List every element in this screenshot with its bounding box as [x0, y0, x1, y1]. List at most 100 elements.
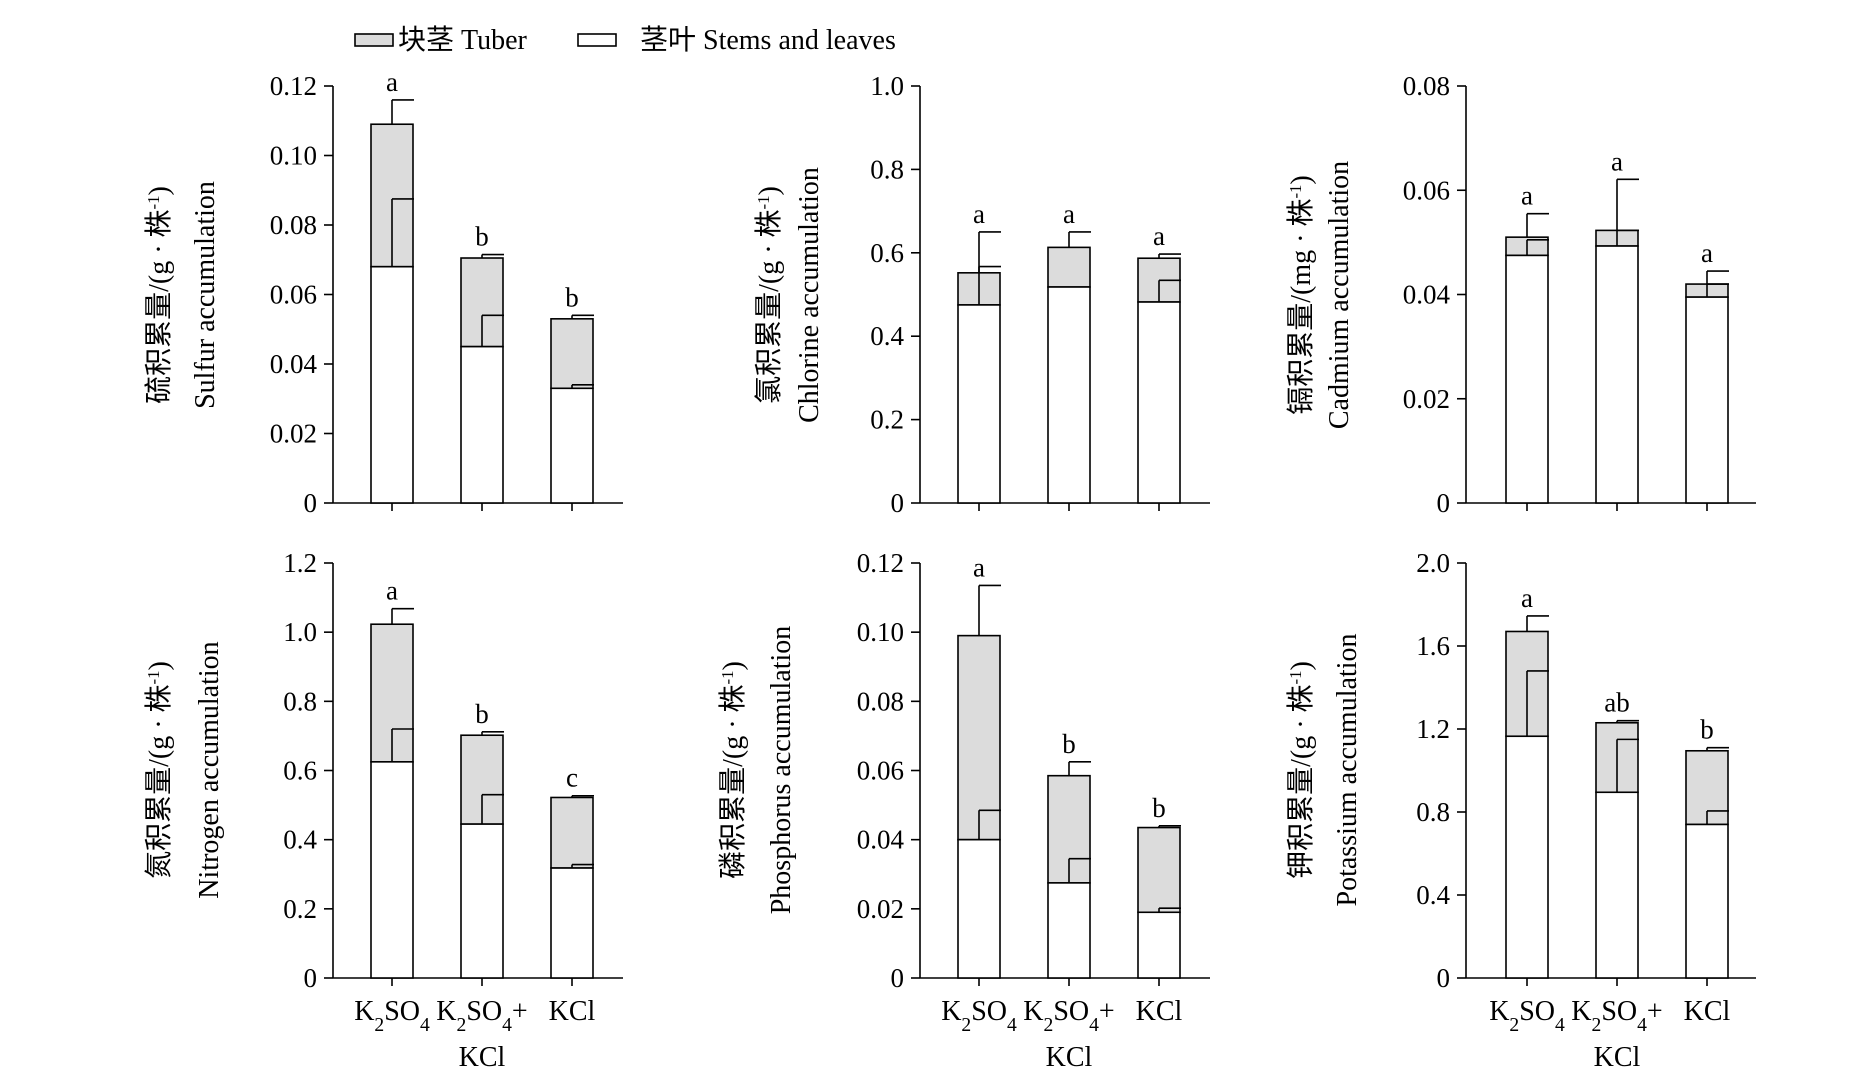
bar-tuber [550, 796, 594, 869]
y-tick-label: 0.4 [870, 321, 904, 351]
x-tick-label: KCl [1684, 996, 1731, 1027]
x-tick-label-line2: KCl [1046, 1042, 1093, 1073]
y-tick-label: 0.04 [1403, 280, 1451, 310]
significance-label: a [1521, 181, 1533, 211]
y-tick-label: 0.12 [857, 548, 904, 578]
bar-stems-leaves [550, 387, 594, 504]
x-tick-label: K2SO4+ [436, 996, 527, 1036]
significance-label: b [1152, 793, 1166, 823]
y-tick-label: 0.4 [1416, 880, 1450, 910]
y-axis-label-cn: 氮积累量/(g · 株-1) [143, 661, 175, 879]
y-axis-label-en: Chlorine accumulation [794, 167, 825, 423]
y-axis-label-cn: 镉积累量/(mg · 株-1) [1285, 175, 1317, 415]
bar-stems-leaves [1595, 791, 1639, 979]
y-axis-label-en: Nitrogen accumulation [194, 641, 225, 898]
x-tick-label-line2: KCl [459, 1042, 506, 1073]
y-tick-label: 1.0 [870, 71, 904, 101]
panel-nitrogen: 0 0.2 0.4 0.6 0.8 1.0 1.2 a K2SO4 b K2SO4+ KCl c KCl 氮… [143, 548, 623, 1073]
y-tick-label: 0.2 [283, 894, 317, 924]
y-tick-label: 2.0 [1416, 548, 1450, 578]
legend: 块茎 Tuber 茎叶 Stems and leaves [354, 24, 896, 56]
bar-stems-leaves [1505, 735, 1549, 979]
bar-tuber [1137, 826, 1181, 914]
bar-stems-leaves [460, 823, 504, 979]
significance-label: a [386, 576, 398, 606]
y-tick-label: 1.0 [283, 617, 317, 647]
x-tick-label: KCl [1136, 996, 1183, 1027]
y-tick-label: 0.6 [283, 756, 317, 786]
bar-stems-leaves [957, 304, 1001, 504]
y-tick-label: 0.10 [857, 617, 904, 647]
bar-stems-leaves [1505, 254, 1549, 504]
significance-label: b [1062, 729, 1076, 759]
significance-label: a [1521, 583, 1533, 613]
bar-stems-leaves [370, 761, 414, 979]
panel-potassium: 0 0.4 0.8 1.2 1.6 2.0 a K2SO4 ab K2SO4+ KCl b KCl 钾积累… [1285, 548, 1756, 1073]
y-axis-label-cn: 氯积累量/(g · 株-1) [753, 186, 785, 404]
y-axis-label-en: Phosphorus accumulation [766, 626, 797, 915]
x-tick-label: K2SO4 [1489, 996, 1565, 1036]
y-tick-label: 0.6 [870, 238, 904, 268]
y-tick-label: 0.8 [870, 154, 904, 184]
y-tick-label: 0.06 [270, 280, 317, 310]
bar-stems-leaves [957, 838, 1001, 979]
bar-tuber [957, 634, 1001, 841]
y-tick-label: 0.10 [270, 141, 317, 171]
y-axis-label-en: Cadmium accumulation [1324, 161, 1355, 429]
y-tick-label: 0.08 [270, 210, 317, 240]
significance-label: a [973, 199, 985, 229]
y-axis-label-cn: 硫积累量/(g · 株-1) [143, 186, 175, 404]
y-axis-label-cn: 钾积累量/(g · 株-1) [1285, 661, 1317, 879]
bar-stems-leaves [370, 265, 414, 504]
significance-label: b [565, 282, 579, 312]
y-tick-label: 0 [1437, 488, 1451, 518]
y-tick-label: 0 [891, 488, 905, 518]
y-axis-label-cn: 磷积累量/(g · 株-1) [717, 661, 749, 879]
y-tick-label: 0 [304, 963, 318, 993]
bar-tuber [550, 318, 594, 390]
significance-label: b [1700, 715, 1714, 745]
x-tick-label: K2SO4+ [1023, 996, 1114, 1036]
panel-chlorine: 0 0.2 0.4 0.6 0.8 1.0 a a a 氯积累量/(g · 株-1) Chlorin… [753, 71, 1210, 518]
y-axis-label-en: Sulfur accumulation [190, 181, 221, 409]
bar-stems-leaves [550, 867, 594, 979]
panel-phosphorus: 0 0.02 0.04 0.06 0.08 0.10 0.12 a K2SO4 b K2SO4+ KC… [717, 548, 1210, 1073]
y-tick-label: 1.2 [283, 548, 317, 578]
legend-swatch-tuber [354, 33, 394, 47]
panel-sulfur: 0 0.02 0.04 0.06 0.08 0.10 0.12 a b b 硫积累量/(g · 株-… [143, 67, 623, 518]
y-tick-label: 0 [1437, 963, 1451, 993]
bar-stems-leaves [1685, 296, 1729, 504]
bar-stems-leaves [1047, 882, 1091, 979]
significance-label: a [386, 67, 398, 97]
y-tick-label: 0 [304, 488, 318, 518]
significance-label: a [1153, 221, 1165, 251]
x-tick-label: K2SO4 [941, 996, 1017, 1036]
y-tick-label: 0.06 [857, 756, 904, 786]
bar-stems-leaves [1137, 301, 1181, 504]
y-tick-label: 0.2 [870, 405, 904, 435]
y-tick-label: 0.02 [857, 894, 904, 924]
bar-stems-leaves [1685, 823, 1729, 979]
bar-tuber [1047, 246, 1091, 288]
significance-label: b [475, 222, 489, 252]
x-tick-label: KCl [549, 996, 596, 1027]
bar-stems-leaves [1595, 245, 1639, 504]
y-tick-label: 0.08 [857, 686, 904, 716]
significance-label: c [566, 763, 578, 793]
significance-label: a [1611, 146, 1623, 176]
significance-label: ab [1604, 688, 1629, 718]
x-tick-label: K2SO4+ [1571, 996, 1662, 1036]
y-tick-label: 0.02 [1403, 384, 1450, 414]
significance-label: b [475, 699, 489, 729]
significance-label: a [1701, 238, 1713, 268]
panel-cadmium: 0 0.02 0.04 0.06 0.08 a a a 镉积累量/(mg · 株-1) Cadmi… [1285, 71, 1756, 518]
bar-stems-leaves [460, 345, 504, 504]
significance-label: a [1063, 199, 1075, 229]
y-tick-label: 0.06 [1403, 175, 1450, 205]
y-tick-label: 1.2 [1416, 714, 1450, 744]
y-tick-label: 0.04 [857, 825, 905, 855]
legend-label-tuber: 块茎 Tuber [398, 24, 528, 56]
y-tick-label: 0 [891, 963, 905, 993]
y-tick-label: 0.4 [283, 825, 317, 855]
